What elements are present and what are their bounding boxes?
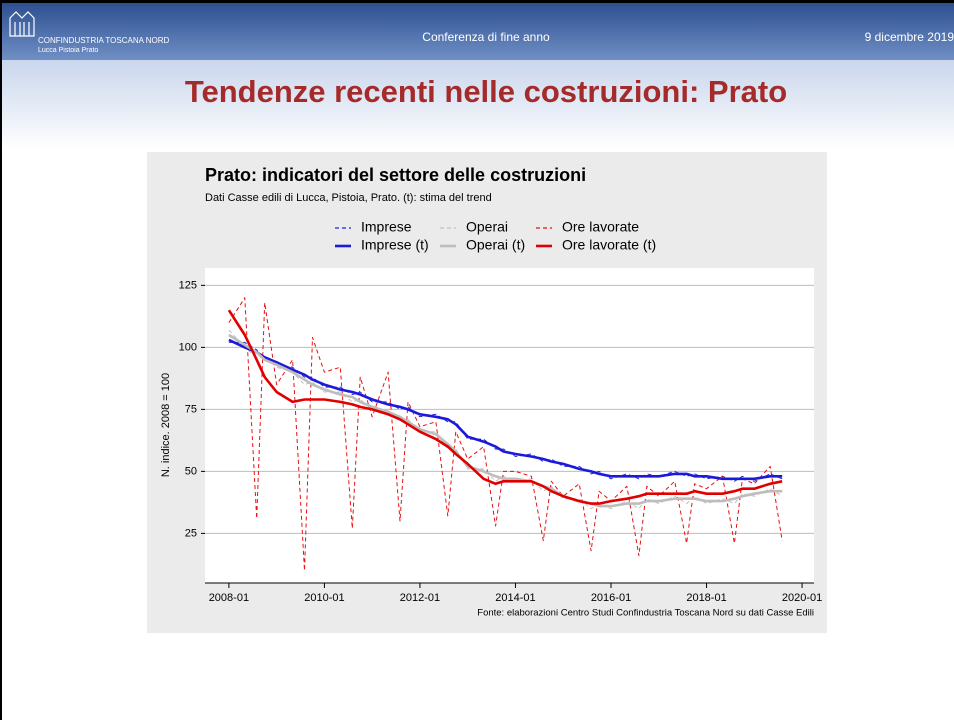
chart-title: Prato: indicatori del settore delle cost… [205, 165, 586, 185]
header-band [0, 0, 954, 60]
y-tick-label: 75 [185, 403, 197, 415]
legend-label: Ore lavorate [562, 219, 639, 235]
x-tick-label: 2014-01 [495, 592, 535, 604]
series-line [227, 309, 783, 505]
left-border [0, 0, 2, 720]
title-band [0, 60, 954, 150]
series-line [228, 338, 783, 481]
logo-subtext: Lucca Pistoia Prato [38, 47, 98, 54]
legend-label: Imprese [361, 219, 412, 235]
y-tick-label: 50 [185, 465, 197, 477]
slide-title: Tendenze recenti nelle costruzioni: Prat… [185, 74, 787, 109]
y-tick-label: 100 [179, 341, 197, 353]
x-tick-label: 2008-01 [209, 592, 249, 604]
x-tick-label: 2012-01 [400, 592, 440, 604]
y-tick-label: 25 [185, 527, 197, 539]
logo [9, 11, 35, 37]
series-line [228, 333, 783, 508]
legend-label: Operai (t) [466, 237, 525, 253]
x-tick-label: 2010-01 [304, 592, 344, 604]
legend-label: Imprese (t) [361, 237, 429, 253]
y-tick-label: 125 [179, 279, 197, 291]
x-tick-label: 2016-01 [591, 592, 631, 604]
x-tick-label: 2020-01 [782, 592, 822, 604]
top-border [0, 0, 954, 3]
x-tick-label: 2018-01 [686, 592, 726, 604]
event-date: 9 dicembre 2019 [865, 30, 954, 44]
y-axis-label: N. indice. 2008 = 100 [160, 373, 172, 477]
plot-area [205, 268, 814, 583]
legend-label: Operai [466, 219, 508, 235]
event-name: Conferenza di fine anno [422, 30, 550, 44]
chart-subtitle: Dati Casse edili di Lucca, Pistoia, Prat… [205, 192, 492, 204]
source-note: Fonte: elaborazioni Centro Studi Confind… [477, 608, 814, 619]
series-line [228, 297, 783, 572]
logo-text: CONFINDUSTRIA TOSCANA NORD [38, 36, 170, 45]
legend-label: Ore lavorate (t) [562, 237, 656, 253]
plot-layer: 25 50 75 100 125 2008-01 2010-01 2012-01 2014-01… [179, 219, 823, 604]
